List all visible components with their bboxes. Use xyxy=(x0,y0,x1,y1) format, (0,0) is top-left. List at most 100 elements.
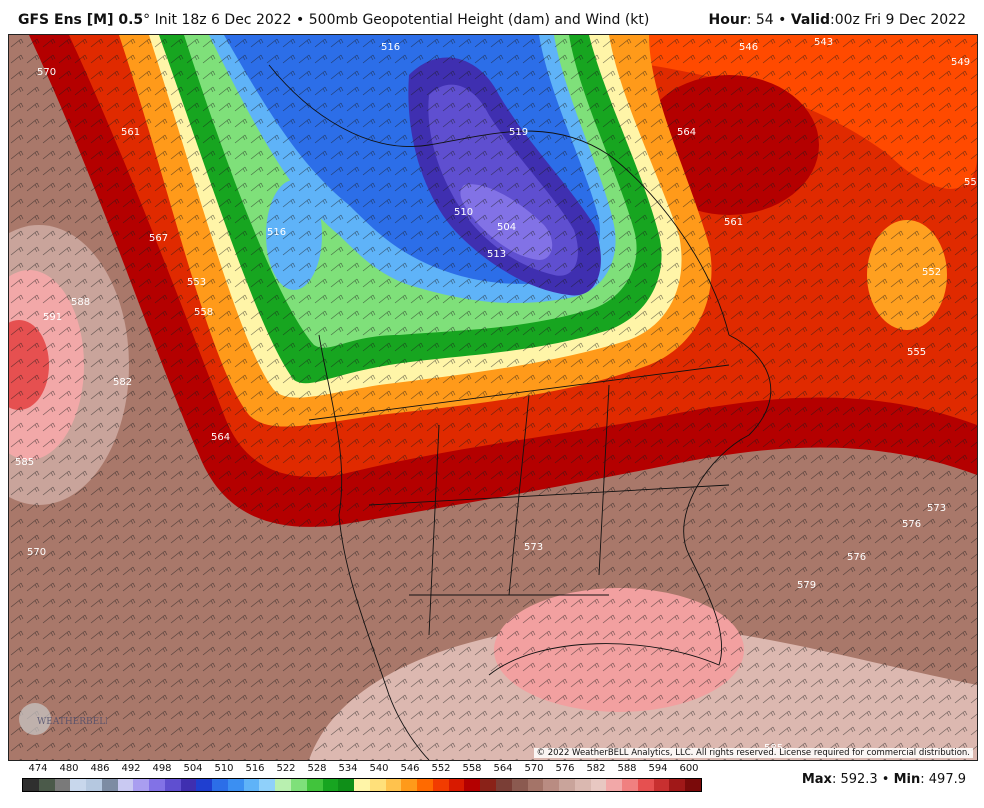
colorbar-label: 552 xyxy=(431,763,451,774)
map-panel: 570 561 567 558 553 564 516 510 504 513 … xyxy=(8,34,978,761)
colorbar-swatch xyxy=(38,779,55,791)
copyright-notice: © 2022 WeatherBELL Analytics, LLC. All r… xyxy=(533,748,973,758)
contour-label: 579 xyxy=(797,580,816,591)
colorbar-swatch xyxy=(322,779,339,791)
contour-label: 546 xyxy=(739,42,758,53)
contour-label: 558 xyxy=(194,307,213,318)
product-name: 500mb Geopotential Height (dam) and Wind… xyxy=(308,12,650,28)
colorbar-swatch xyxy=(685,779,701,791)
init-time: Init 18z 6 Dec 2022 xyxy=(150,12,292,28)
logo-wordmark: WEATHERBELL xyxy=(37,717,107,727)
valid-value: :00z Fri 9 Dec 2022 xyxy=(830,12,966,28)
logo-globe-icon xyxy=(19,703,51,735)
weatherbell-logo: WEATHERBELL xyxy=(17,700,107,738)
colorbar-label: 570 xyxy=(524,763,544,774)
colorbar-swatch xyxy=(574,779,591,791)
colorbar-swatch xyxy=(196,779,213,791)
height-field-map: 570 561 567 558 553 564 516 510 504 513 … xyxy=(9,35,977,760)
contour-label: 516 xyxy=(267,227,286,238)
colorbar-swatch xyxy=(101,779,118,791)
contour-label: 585 xyxy=(15,457,34,468)
colorbar-swatch xyxy=(227,779,244,791)
colorbar-label: 474 xyxy=(28,763,48,774)
contour-label: 543 xyxy=(814,37,833,48)
colorbar-label: 582 xyxy=(586,763,606,774)
colorbar-swatch xyxy=(243,779,260,791)
colorbar-swatch xyxy=(480,779,496,791)
contour-label: 513 xyxy=(487,249,506,260)
colorbar-swatch xyxy=(133,779,150,791)
contour-label: 504 xyxy=(497,222,516,233)
contour-label: 553 xyxy=(187,277,206,288)
colorbar-swatch xyxy=(401,779,418,791)
colorbar-label: 522 xyxy=(276,763,296,774)
colorbar-swatch xyxy=(511,779,528,791)
colorbar-label: 594 xyxy=(648,763,668,774)
colorbar-swatch xyxy=(606,779,623,791)
valid-separator: • xyxy=(773,12,791,28)
colorbar-swatch xyxy=(338,779,355,791)
min-label: Min xyxy=(893,772,921,787)
contour-label: 519 xyxy=(509,127,528,138)
logo-graphic: WEATHERBELL xyxy=(19,703,107,735)
colorbar-swatch xyxy=(543,779,560,791)
arctic-coastline xyxy=(268,64,730,336)
contour-label: 588 xyxy=(71,297,90,308)
colorbar-swatch xyxy=(291,779,307,791)
contour-label: 582 xyxy=(113,377,132,388)
colorbar-label: 600 xyxy=(679,763,699,774)
colorbar-swatches xyxy=(22,778,702,792)
colorbar-label: 510 xyxy=(214,763,234,774)
west-coastline xyxy=(318,334,430,760)
colorbar-swatch xyxy=(117,779,134,791)
colorbar-swatch xyxy=(164,779,181,791)
map-title: GFS Ens [M] 0.5° Init 18z 6 Dec 2022 • 5… xyxy=(18,12,649,28)
colorbar-swatch xyxy=(354,779,370,791)
colorbar-swatch xyxy=(23,779,39,791)
extremes-separator: • xyxy=(877,772,894,787)
colorbar-label: 576 xyxy=(555,763,575,774)
colorbar-label: 588 xyxy=(617,763,637,774)
colorbar-swatch xyxy=(495,779,512,791)
colorbar-swatch xyxy=(369,779,386,791)
geographic-boundaries xyxy=(268,64,772,760)
colorbar-swatch xyxy=(559,779,575,791)
colorbar-label: 546 xyxy=(400,763,420,774)
contour-label: 573 xyxy=(524,542,543,553)
colorbar-swatch xyxy=(149,779,165,791)
title-separator: • xyxy=(291,12,309,28)
colorbar-swatch xyxy=(622,779,638,791)
contour-label: 561 xyxy=(724,217,743,228)
colorbar: 474 480 486 492 498 504 510 516 522 528 534 540 546 5… xyxy=(22,763,702,795)
colorbar-label: 486 xyxy=(90,763,110,774)
valid-time: Hour: 54 • Valid:00z Fri 9 Dec 2022 xyxy=(708,12,966,28)
colorbar-label: 540 xyxy=(369,763,389,774)
colorbar-labels: 474 480 486 492 498 504 510 516 522 528 534 540 546 5… xyxy=(22,763,702,777)
contour-label: 555 xyxy=(907,347,926,358)
contour-label: 576 xyxy=(847,552,866,563)
contour-label: 561 xyxy=(121,127,140,138)
max-value: : 592.3 xyxy=(831,772,878,787)
contour-label: 564 xyxy=(677,127,696,138)
colorbar-swatch xyxy=(86,779,102,791)
colorbar-label: 504 xyxy=(183,763,203,774)
contour-label: 558 xyxy=(964,177,977,188)
colorbar-label: 498 xyxy=(152,763,172,774)
colorbar-swatch xyxy=(527,779,544,791)
contour-label: 576 xyxy=(902,519,921,530)
contour-labels: 570 561 567 558 553 564 516 510 504 513 … xyxy=(15,37,977,754)
colorbar-swatch xyxy=(637,779,654,791)
state-borders xyxy=(308,364,730,636)
contour-label: 591 xyxy=(43,312,62,323)
colorbar-label: 534 xyxy=(338,763,358,774)
contour-label: 573 xyxy=(927,503,946,514)
colorbar-swatch xyxy=(464,779,481,791)
colorbar-label: 558 xyxy=(462,763,482,774)
colorbar-swatch xyxy=(306,779,323,791)
hour-label: Hour xyxy=(708,12,747,28)
colorbar-swatch xyxy=(653,779,670,791)
degree-symbol: ° xyxy=(143,12,151,28)
contour-label: 570 xyxy=(27,547,46,558)
wind-barbs xyxy=(9,35,977,760)
max-label: Max xyxy=(801,772,832,787)
